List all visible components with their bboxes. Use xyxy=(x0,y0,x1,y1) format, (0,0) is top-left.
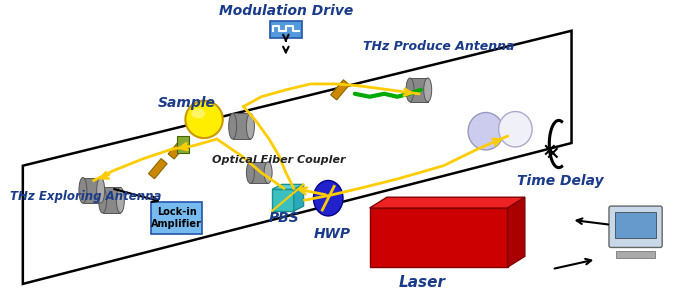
Ellipse shape xyxy=(97,178,105,203)
Ellipse shape xyxy=(499,112,532,147)
Polygon shape xyxy=(233,113,251,139)
Ellipse shape xyxy=(468,113,503,150)
Ellipse shape xyxy=(247,113,254,139)
FancyBboxPatch shape xyxy=(616,251,656,258)
Polygon shape xyxy=(272,185,303,189)
Text: Sample: Sample xyxy=(158,95,216,109)
Polygon shape xyxy=(251,162,268,183)
FancyBboxPatch shape xyxy=(270,21,301,38)
Text: Optical Fiber Coupler: Optical Fiber Coupler xyxy=(212,155,346,165)
Text: HWP: HWP xyxy=(314,227,351,241)
Ellipse shape xyxy=(191,109,205,118)
Text: THz Produce Antenna: THz Produce Antenna xyxy=(363,41,514,53)
Ellipse shape xyxy=(264,162,272,183)
Polygon shape xyxy=(103,187,121,213)
Text: Modulation Drive: Modulation Drive xyxy=(219,4,353,18)
FancyBboxPatch shape xyxy=(151,202,202,234)
Polygon shape xyxy=(272,189,294,211)
Polygon shape xyxy=(370,197,525,208)
Polygon shape xyxy=(370,208,508,267)
Polygon shape xyxy=(410,78,427,102)
FancyBboxPatch shape xyxy=(609,206,662,247)
Text: Time Delay: Time Delay xyxy=(517,174,604,188)
Text: THz Exploring Antenna: THz Exploring Antenna xyxy=(10,190,162,203)
Polygon shape xyxy=(149,159,167,179)
Text: Lock-in
Amplifier: Lock-in Amplifier xyxy=(151,207,202,229)
FancyBboxPatch shape xyxy=(177,136,189,153)
Text: PBS: PBS xyxy=(269,211,300,225)
Text: Laser: Laser xyxy=(399,275,446,290)
Polygon shape xyxy=(294,185,303,211)
Ellipse shape xyxy=(247,162,254,183)
FancyBboxPatch shape xyxy=(615,212,656,238)
Ellipse shape xyxy=(229,113,236,139)
Ellipse shape xyxy=(424,78,432,102)
Polygon shape xyxy=(83,178,101,203)
Ellipse shape xyxy=(406,78,414,102)
Ellipse shape xyxy=(116,187,125,213)
Polygon shape xyxy=(168,139,187,159)
Polygon shape xyxy=(508,197,525,267)
Ellipse shape xyxy=(79,178,87,203)
Ellipse shape xyxy=(314,181,343,216)
Polygon shape xyxy=(331,80,349,100)
Ellipse shape xyxy=(99,187,107,213)
Circle shape xyxy=(186,101,223,138)
